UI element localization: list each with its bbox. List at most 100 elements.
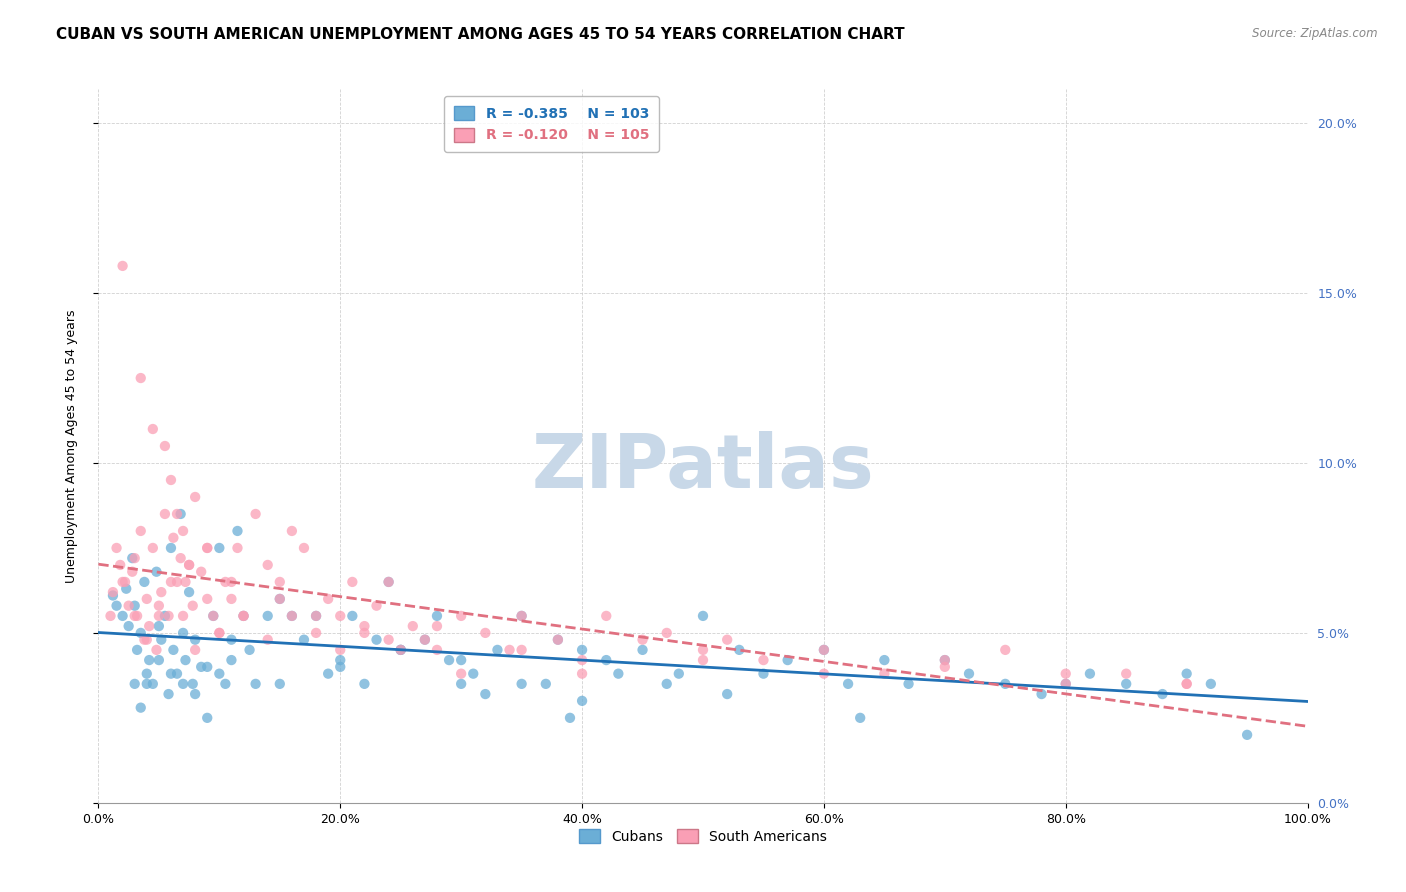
Point [631, 632, 654, 647]
Point [728, 643, 751, 657]
Point [752, 653, 775, 667]
Point [245, 507, 267, 521]
Text: Source: ZipAtlas.com: Source: ZipAtlas.com [1253, 27, 1378, 40]
Point [169, 507, 191, 521]
Point [232, 608, 254, 623]
Point [111, 608, 134, 623]
Point [668, 666, 690, 681]
Point [208, 626, 231, 640]
Point [1054, 666, 1077, 681]
Point [239, 643, 262, 657]
Point [305, 608, 328, 623]
Legend: Cubans, South Americans: Cubans, South Americans [574, 823, 832, 849]
Point [184, 687, 207, 701]
Point [221, 591, 243, 606]
Point [849, 711, 872, 725]
Point [1175, 666, 1198, 681]
Point [221, 574, 243, 589]
Point [486, 643, 509, 657]
Point [450, 666, 472, 681]
Point [121, 551, 143, 566]
Point [138, 619, 160, 633]
Point [202, 608, 225, 623]
Point [172, 626, 194, 640]
Point [214, 677, 236, 691]
Point [329, 660, 352, 674]
Point [426, 643, 449, 657]
Point [813, 643, 835, 657]
Point [150, 585, 173, 599]
Point [195, 660, 218, 674]
Point [292, 541, 315, 555]
Point [269, 591, 291, 606]
Point [1175, 677, 1198, 691]
Point [124, 608, 146, 623]
Point [162, 643, 184, 657]
Point [957, 666, 980, 681]
Point [329, 643, 352, 657]
Point [450, 653, 472, 667]
Point [377, 574, 399, 589]
Point [160, 574, 183, 589]
Point [474, 687, 496, 701]
Point [281, 608, 304, 623]
Point [934, 660, 956, 674]
Point [221, 653, 243, 667]
Point [124, 599, 146, 613]
Point [179, 558, 201, 572]
Point [426, 608, 449, 623]
Point [148, 619, 170, 633]
Point [160, 541, 183, 555]
Point [776, 653, 799, 667]
Point [100, 608, 122, 623]
Point [179, 558, 201, 572]
Point [752, 666, 775, 681]
Point [837, 677, 859, 691]
Point [377, 574, 399, 589]
Point [148, 608, 170, 623]
Point [498, 643, 520, 657]
Point [135, 632, 157, 647]
Point [316, 666, 339, 681]
Point [692, 643, 714, 657]
Point [129, 700, 152, 714]
Point [1199, 677, 1222, 691]
Point [160, 666, 183, 681]
Point [118, 619, 141, 633]
Point [510, 643, 533, 657]
Point [208, 666, 231, 681]
Point [510, 677, 533, 691]
Point [692, 608, 714, 623]
Y-axis label: Unemployment Among Ages 45 to 54 years: Unemployment Among Ages 45 to 54 years [65, 310, 77, 582]
Point [595, 653, 617, 667]
Point [329, 608, 352, 623]
Point [153, 439, 176, 453]
Point [184, 643, 207, 657]
Point [135, 677, 157, 691]
Point [124, 677, 146, 691]
Point [148, 599, 170, 613]
Point [181, 599, 204, 613]
Point [101, 589, 124, 603]
Point [111, 259, 134, 273]
Point [873, 666, 896, 681]
Point [129, 524, 152, 538]
Point [558, 711, 581, 725]
Point [534, 677, 557, 691]
Point [716, 687, 738, 701]
Point [353, 626, 375, 640]
Point [172, 524, 194, 538]
Point [226, 524, 249, 538]
Point [190, 660, 212, 674]
Point [226, 541, 249, 555]
Point [166, 507, 188, 521]
Point [571, 653, 593, 667]
Point [160, 473, 183, 487]
Point [101, 585, 124, 599]
Point [994, 643, 1017, 657]
Point [148, 653, 170, 667]
Point [184, 632, 207, 647]
Point [269, 591, 291, 606]
Point [934, 653, 956, 667]
Point [232, 608, 254, 623]
